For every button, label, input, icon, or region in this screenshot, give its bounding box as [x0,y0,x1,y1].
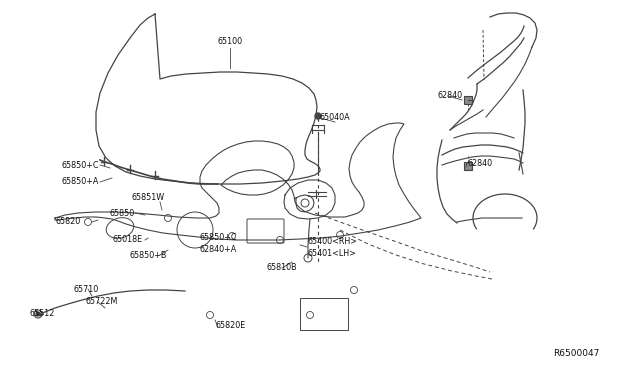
Text: 65850+C: 65850+C [62,160,99,170]
Text: 65850+B: 65850+B [129,250,166,260]
Text: 65722M: 65722M [85,298,117,307]
Text: 65820E: 65820E [215,321,245,330]
Bar [300,298,348,330]
Text: 65401<LH>: 65401<LH> [307,248,356,257]
Text: 65512: 65512 [30,310,56,318]
Text: 65710: 65710 [74,285,99,294]
Circle shape [36,312,40,316]
Bar [464,96,472,104]
Text: 65018E: 65018E [113,235,143,244]
Bar [464,162,472,170]
Text: 65100: 65100 [218,38,243,46]
Circle shape [315,113,321,119]
Text: R6500047: R6500047 [554,350,600,359]
Text: 65851W: 65851W [131,193,164,202]
Text: 65400<RH>: 65400<RH> [307,237,357,247]
Text: 65040A: 65040A [320,113,350,122]
Text: 65850+A: 65850+A [62,177,99,186]
Text: 65820: 65820 [55,218,80,227]
Text: 65850+C: 65850+C [200,234,237,243]
Text: 62840: 62840 [438,92,463,100]
Text: 65850: 65850 [109,208,134,218]
Text: 62840: 62840 [467,158,492,167]
Text: 65810B: 65810B [267,263,298,273]
Text: 62840+A: 62840+A [200,246,237,254]
